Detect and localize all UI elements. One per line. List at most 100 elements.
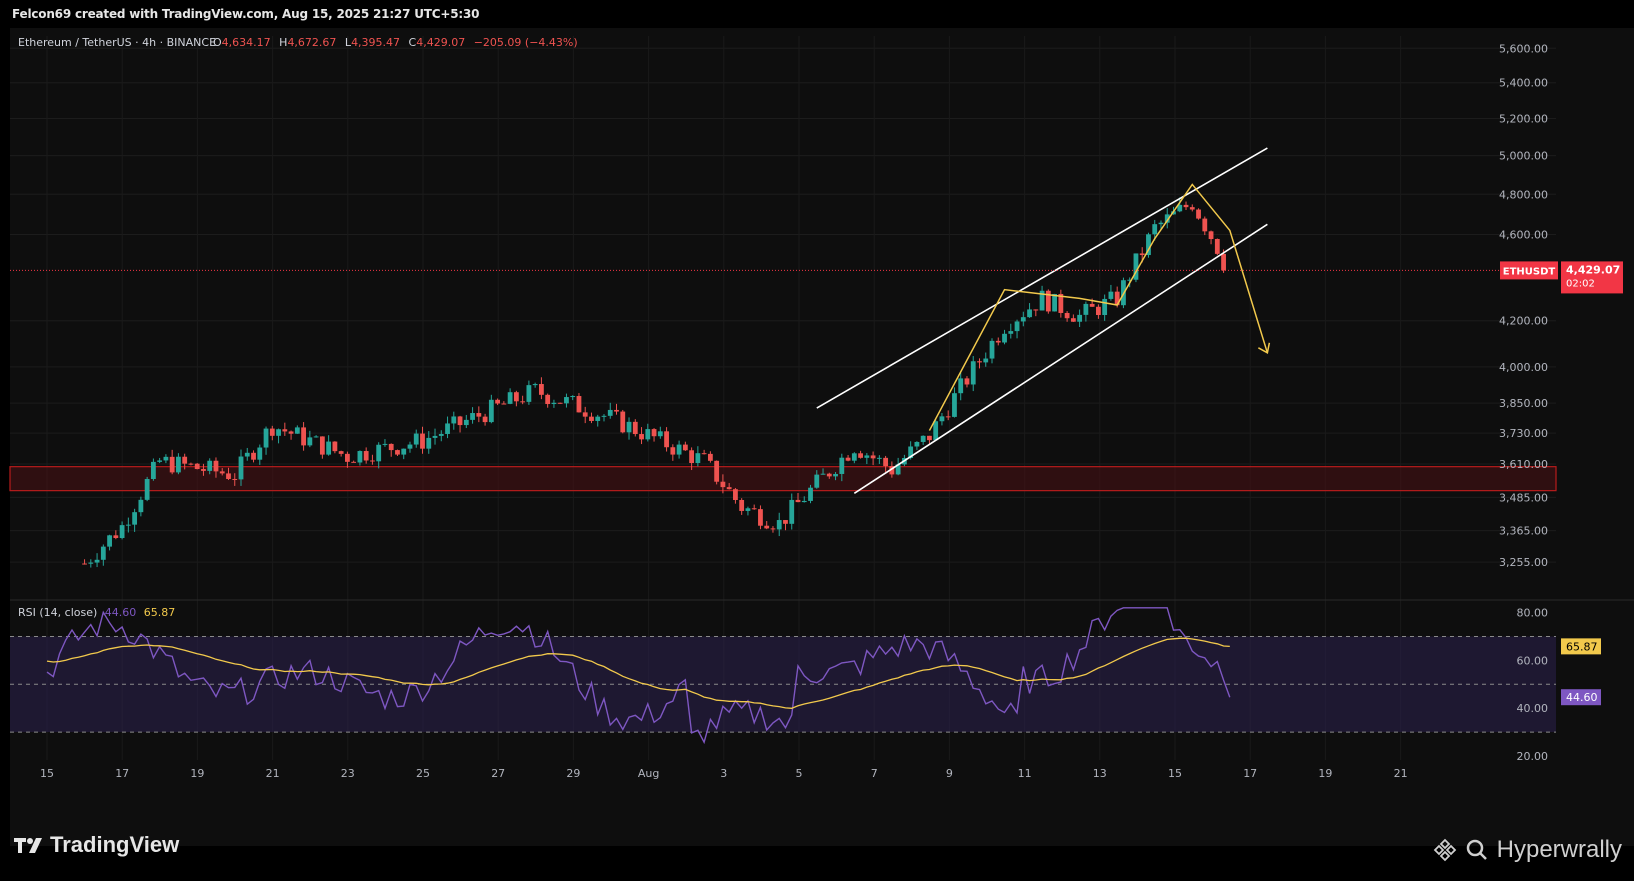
candle-up (789, 499, 795, 524)
candle-down (726, 487, 732, 490)
candle-down (1196, 209, 1201, 219)
candle-down (201, 469, 206, 471)
candle-up (445, 423, 450, 434)
candle-down (219, 471, 225, 474)
projected-path (928, 183, 1269, 431)
candle-up (100, 546, 106, 560)
candle-up (864, 455, 870, 458)
candle-down (282, 429, 288, 432)
candle-down (395, 450, 400, 455)
candle-up (970, 361, 976, 385)
candle-up (1127, 279, 1133, 281)
price-tick-label: 5,200.00 (1499, 112, 1548, 125)
time-tick-label: 29 (566, 767, 580, 780)
candle-up (376, 444, 382, 462)
rsi-legend[interactable]: RSI (14, close) 44.60 65.87 (18, 606, 175, 619)
time-tick-label: 17 (1243, 767, 1257, 780)
candle-down (889, 466, 895, 475)
candle-down (194, 463, 200, 470)
candle-up (808, 487, 813, 501)
candle-up (326, 441, 332, 455)
candle-up (144, 479, 150, 500)
candle-down (476, 413, 482, 417)
price-axis[interactable]: 5,600.00 5,400.00 5,200.00 5,000.00 4,800.00… (1499, 42, 1548, 569)
price-tick-label: 3,730.00 (1499, 427, 1548, 440)
candle-down (870, 455, 876, 459)
candle-down (689, 450, 695, 464)
candle-down (113, 535, 119, 539)
candle-down (739, 500, 745, 511)
candle-down (664, 431, 669, 448)
candle-down (783, 520, 788, 524)
candles (82, 197, 1226, 568)
price-tag: ETHUSDT 4,429.07 02:02 (1500, 261, 1623, 294)
candle-down (213, 460, 219, 472)
price-tick-label: 5,600.00 (1499, 42, 1548, 55)
candle-up (645, 429, 651, 440)
candle-up (407, 444, 413, 449)
grid (10, 36, 1556, 760)
candle-down (182, 456, 188, 464)
candle-down (858, 453, 863, 458)
time-tick-label: Aug (638, 767, 659, 780)
candle-up (570, 396, 576, 398)
candle-down (1114, 291, 1120, 306)
candle-up (1008, 331, 1014, 334)
time-tick-label: 13 (1093, 767, 1107, 780)
candle-down (319, 436, 325, 455)
legend-h-label: H (279, 36, 287, 49)
candle-down (1202, 218, 1208, 232)
candle-up (814, 474, 820, 488)
support-zone (9, 466, 1557, 492)
candle-down (770, 528, 776, 530)
candle-down (927, 435, 932, 441)
legend-symbol[interactable]: Ethereum / TetherUS · 4h · BINANCE (18, 36, 216, 49)
time-tick-label: 27 (491, 767, 505, 780)
candle-down (388, 443, 394, 451)
legend-l-value: 4,395.47 (351, 36, 400, 49)
candle-down (345, 453, 350, 462)
candle-up (920, 435, 926, 442)
candle-down (301, 427, 306, 446)
price-tick-label: 4,800.00 (1499, 188, 1548, 201)
candle-down (269, 428, 275, 436)
candle-down (682, 444, 688, 451)
legend-h-value: 4,672.67 (287, 36, 336, 49)
time-axis[interactable]: 15 17 19 21 23 25 27 29 Aug 3 5 7 9 11 13 15 17 19 21 (40, 767, 1408, 780)
candle-up (526, 385, 532, 402)
price-tick-label: 3,610.00 (1499, 458, 1548, 471)
price-tag-price: 4,429.07 (1566, 263, 1620, 276)
legend-c-value: 4,429.07 (416, 36, 465, 49)
candle-down (1189, 207, 1195, 210)
candle-down (1064, 312, 1070, 319)
rsi-tick-label: 80.00 (1517, 607, 1549, 620)
candle-up (939, 416, 945, 422)
candle-up (551, 402, 557, 405)
candle-down (539, 384, 544, 395)
price-tick-label: 5,400.00 (1499, 77, 1548, 90)
candle-up (413, 433, 419, 445)
candle-up (607, 409, 613, 416)
candle-down (1208, 231, 1214, 240)
tradingview-logo[interactable]: TradingView (12, 832, 179, 858)
candle-down (707, 453, 713, 461)
candle-up (1052, 293, 1057, 312)
attribution-text: Felcon69 created with TradingView.com, A… (12, 7, 480, 21)
candle-up (382, 443, 388, 445)
candle-down (495, 399, 500, 404)
rsi-ma-tag: 65.87 (1561, 638, 1601, 655)
candle-up (470, 413, 475, 420)
time-tick-label: 25 (416, 767, 430, 780)
candle-down (1183, 204, 1189, 208)
tradingview-wordmark: TradingView (50, 832, 180, 857)
rsi-axis[interactable]: 80.00 60.00 40.00 20.00 (1517, 607, 1549, 763)
time-tick-label: 21 (266, 767, 280, 780)
candle-down (545, 394, 551, 405)
candle-up (119, 525, 125, 539)
candle-down (582, 412, 588, 417)
time-tick-label: 19 (1318, 767, 1332, 780)
candle-up (150, 461, 156, 480)
candle-up (1077, 314, 1083, 322)
candle-down (751, 508, 757, 510)
